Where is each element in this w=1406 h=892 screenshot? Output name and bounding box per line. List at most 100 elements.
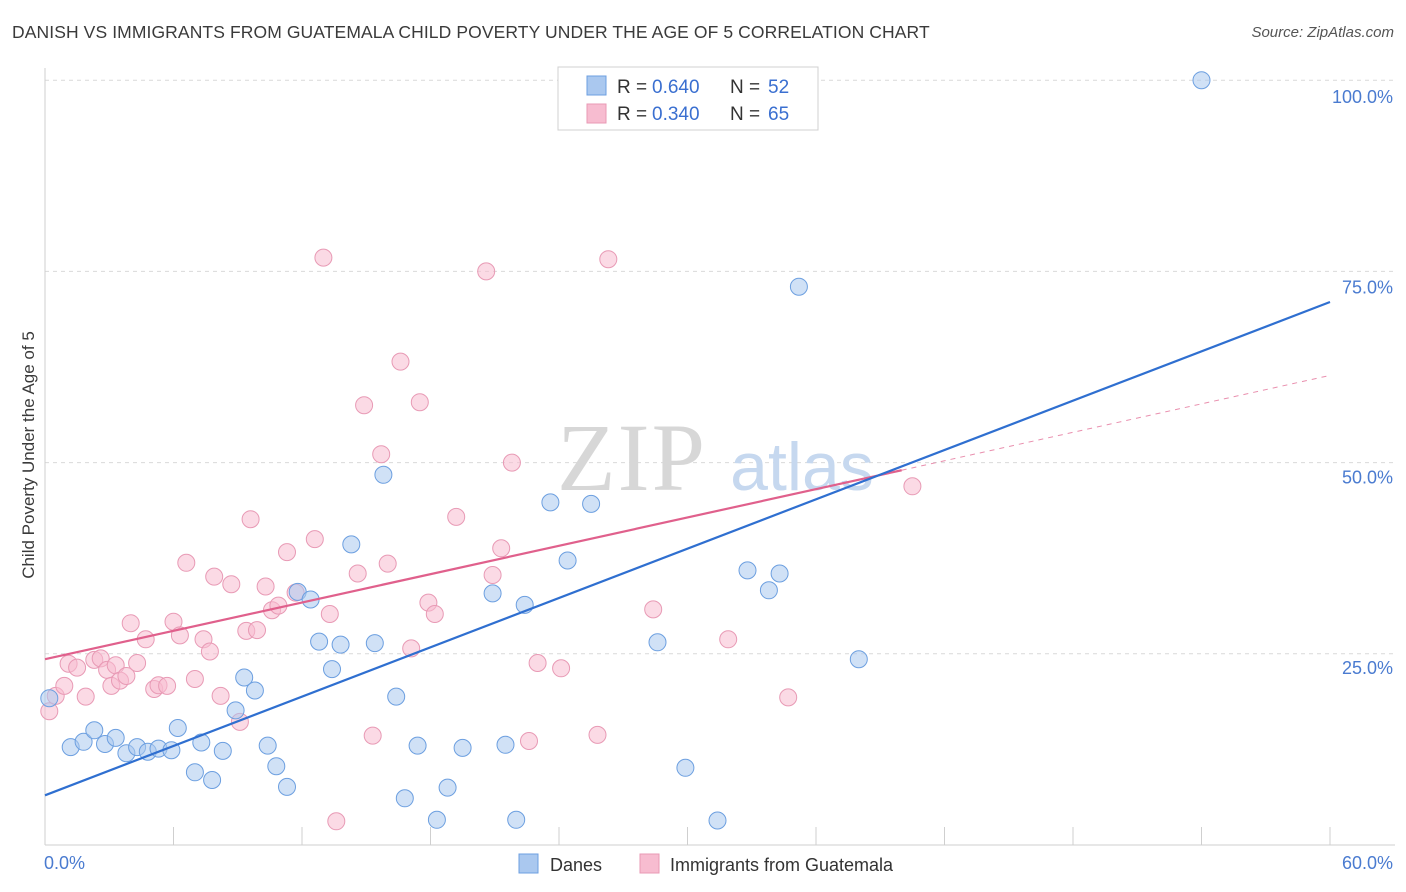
danes-point-29 bbox=[374, 465, 393, 484]
danes-point-13 bbox=[192, 733, 211, 752]
danes-point-37 bbox=[496, 735, 515, 754]
guatemala-point-45 bbox=[378, 554, 397, 573]
danes-point-38 bbox=[507, 810, 526, 829]
danes-trend-line bbox=[44, 300, 1331, 797]
guatemala-point-5 bbox=[76, 687, 95, 706]
axes bbox=[44, 68, 1395, 846]
danes-point-36 bbox=[483, 584, 502, 603]
danes-point-0 bbox=[40, 689, 59, 708]
guatemala-point-18 bbox=[158, 676, 177, 695]
series-legend: Danes Immigrants from Guatemala bbox=[518, 853, 894, 875]
guatemala-point-62 bbox=[719, 630, 738, 649]
legend-swatch-danes bbox=[586, 75, 607, 96]
guatemala-points bbox=[40, 248, 922, 831]
danes-point-49 bbox=[789, 277, 808, 296]
x-tick-label-1: 60.0% bbox=[1342, 853, 1393, 873]
danes-point-33 bbox=[427, 810, 446, 829]
danes-point-17 bbox=[235, 668, 254, 687]
tick-labels: 25.0% 50.0% 75.0% 100.0% 0.0% 60.0% bbox=[44, 87, 1393, 873]
guatemala-point-40 bbox=[327, 812, 346, 831]
legend-n-value-guatemala: 65 bbox=[768, 104, 789, 125]
guatemala-point-35 bbox=[278, 543, 296, 562]
legend-r-value-danes: 0.640 bbox=[652, 77, 700, 98]
danes-point-27 bbox=[342, 535, 361, 554]
guatemala-point-55 bbox=[502, 453, 521, 472]
danes-point-32 bbox=[408, 736, 427, 755]
guatemala-point-52 bbox=[477, 262, 496, 281]
watermark-zip: ZIP bbox=[557, 404, 707, 511]
legend-n-value-danes: 52 bbox=[768, 77, 789, 98]
guatemala-point-22 bbox=[185, 670, 204, 688]
stats-legend: R = 0.640 N = 52 R = 0.340 N = 65 bbox=[557, 66, 819, 131]
bottom-legend-swatch-danes bbox=[518, 853, 539, 874]
guatemala-point-64 bbox=[903, 477, 922, 496]
danes-point-2 bbox=[74, 732, 93, 751]
guatemala-point-41 bbox=[348, 564, 367, 583]
danes-point-41 bbox=[558, 551, 577, 570]
danes-point-47 bbox=[759, 581, 778, 600]
danes-point-26 bbox=[331, 635, 350, 654]
danes-point-3 bbox=[85, 721, 104, 740]
guatemala-point-2 bbox=[55, 676, 74, 695]
guatemala-point-31 bbox=[248, 621, 266, 640]
guatemala-trend-line bbox=[44, 469, 902, 661]
watermark-atlas: atlas bbox=[730, 429, 874, 505]
guatemala-point-30 bbox=[241, 510, 260, 529]
guatemala-point-63 bbox=[779, 688, 798, 707]
guatemala-point-26 bbox=[211, 686, 230, 705]
danes-points bbox=[40, 71, 1211, 830]
guatemala-point-13 bbox=[121, 614, 140, 633]
danes-point-28 bbox=[365, 634, 384, 653]
legend-r-value-guatemala: 0.340 bbox=[652, 104, 700, 125]
bottom-legend-label-guatemala: Immigrants from Guatemala bbox=[670, 855, 894, 875]
danes-point-51 bbox=[1192, 71, 1211, 90]
guatemala-point-61 bbox=[644, 600, 663, 619]
danes-point-30 bbox=[387, 687, 406, 706]
danes-point-43 bbox=[648, 633, 667, 652]
danes-point-20 bbox=[267, 757, 286, 776]
watermark: ZIP atlas bbox=[557, 404, 874, 511]
danes-point-46 bbox=[738, 561, 757, 580]
guatemala-point-59 bbox=[588, 725, 607, 744]
guatemala-point-56 bbox=[520, 732, 538, 750]
danes-point-42 bbox=[582, 494, 601, 513]
y-axis-title: Child Poverty Under the Age of 5 bbox=[19, 331, 38, 579]
bottom-legend-swatch-guatemala bbox=[639, 853, 660, 874]
chart-source: Source: ZipAtlas.com bbox=[1251, 24, 1394, 41]
guatemala-point-51 bbox=[447, 507, 466, 526]
guatemala-point-27 bbox=[222, 575, 241, 594]
danes-point-19 bbox=[258, 736, 277, 755]
guatemala-point-44 bbox=[372, 445, 391, 464]
legend-n-label-guatemala: N = bbox=[730, 104, 765, 125]
danes-point-25 bbox=[323, 660, 341, 679]
danes-point-14 bbox=[203, 771, 222, 789]
guatemala-point-21 bbox=[177, 553, 196, 572]
x-tick-label-0: 0.0% bbox=[44, 853, 85, 873]
guatemala-point-24 bbox=[200, 642, 219, 661]
guatemala-point-54 bbox=[492, 539, 511, 558]
danes-point-44 bbox=[676, 758, 695, 777]
legend-r-label-guatemala: R = bbox=[617, 104, 652, 125]
y-tick-label-0: 25.0% bbox=[1342, 658, 1393, 678]
guatemala-point-58 bbox=[552, 659, 571, 678]
danes-point-50 bbox=[849, 650, 868, 669]
y-tick-label-1: 50.0% bbox=[1342, 468, 1393, 488]
guatemala-point-57 bbox=[528, 654, 547, 672]
danes-point-45 bbox=[708, 811, 727, 830]
danes-point-11 bbox=[168, 719, 187, 737]
trend-lines bbox=[44, 300, 1331, 797]
danes-point-48 bbox=[770, 564, 789, 583]
guatemala-point-38 bbox=[314, 248, 333, 267]
guatemala-point-25 bbox=[205, 567, 224, 586]
legend-r-label-danes: R = bbox=[617, 77, 652, 98]
danes-point-18 bbox=[245, 681, 264, 700]
guatemala-point-32 bbox=[256, 577, 275, 596]
legend-n-label-danes: N = bbox=[730, 77, 765, 98]
guatemala-point-53 bbox=[483, 566, 502, 584]
guatemala-trend-extension bbox=[901, 374, 1331, 471]
y-tick-label-3: 100.0% bbox=[1332, 87, 1393, 107]
danes-point-21 bbox=[278, 777, 296, 796]
y-tick-label-2: 75.0% bbox=[1342, 277, 1393, 297]
guatemala-point-42 bbox=[355, 396, 374, 415]
